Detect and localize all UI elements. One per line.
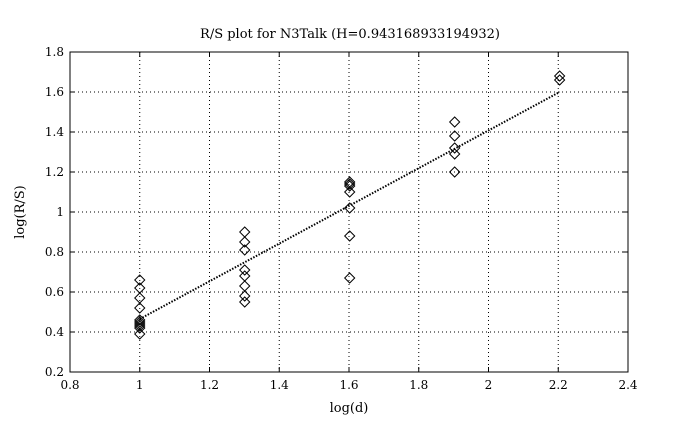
axis-ticks <box>69 51 629 373</box>
data-point-diamond <box>239 280 251 292</box>
data-point-diamond <box>343 202 356 214</box>
y-tick-label: 1 <box>56 205 64 219</box>
y-tick-label: 0.6 <box>45 285 64 299</box>
x-tick-label: 2.4 <box>618 378 637 392</box>
data-point-diamond <box>134 320 146 332</box>
y-tick-label: 1.8 <box>45 45 64 59</box>
x-tick-labels: 0.8 1 1.2 1.4 1.6 1.8 2 2.2 2.4 <box>60 378 637 392</box>
data-point-diamond <box>239 244 251 256</box>
data-point-diamond <box>134 328 146 340</box>
data-point-diamond <box>239 290 251 302</box>
data-point-diamond <box>134 292 146 304</box>
data-point-diamond <box>134 314 146 326</box>
data-point-diamond <box>239 270 251 282</box>
data-point-diamond <box>239 264 251 276</box>
x-tick-label: 2 <box>485 378 493 392</box>
y-tick-label: 0.4 <box>45 325 64 339</box>
y-tick-labels: 0.2 0.4 0.6 0.8 1 1.2 1.4 1.6 1.8 <box>45 45 64 379</box>
data-point-diamond <box>134 302 146 314</box>
y-tick-label: 0.8 <box>45 245 64 259</box>
chart-title: R/S plot for N3Talk (H=0.943168933194932… <box>200 27 500 42</box>
x-tick-label: 1.8 <box>409 378 428 392</box>
x-tick-label: 0.8 <box>60 378 79 392</box>
data-point-diamond <box>448 130 461 142</box>
data-point-diamond <box>448 142 461 154</box>
data-point-diamond <box>134 322 146 334</box>
x-tick-label: 1 <box>136 378 144 392</box>
data-point-diamond <box>448 166 461 178</box>
x-tick-label: 1.4 <box>270 378 289 392</box>
y-axis-label: log(R/S) <box>13 185 28 239</box>
x-tick-label: 1.6 <box>339 378 358 392</box>
data-point-diamond <box>448 116 461 128</box>
data-point-diamond <box>343 186 356 198</box>
data-point-diamond <box>553 70 566 82</box>
data-point-diamond <box>134 316 146 328</box>
data-point-diamond <box>343 178 356 190</box>
data-point-diamond <box>239 226 251 238</box>
data-point-diamond <box>343 180 356 192</box>
y-tick-label: 0.2 <box>45 365 64 379</box>
data-point-diamond <box>553 74 566 86</box>
regression-line <box>139 91 561 320</box>
data-points <box>134 70 566 340</box>
y-tick-label: 1.2 <box>45 165 64 179</box>
data-point-diamond <box>343 272 356 284</box>
x-tick-label: 2.2 <box>549 378 568 392</box>
data-point-diamond <box>134 274 146 286</box>
y-tick-label: 1.4 <box>45 125 64 139</box>
data-point-diamond <box>239 296 251 308</box>
data-point-diamond <box>239 236 251 248</box>
x-tick-label: 1.2 <box>200 378 219 392</box>
data-point-diamond <box>343 230 356 242</box>
data-point-diamond <box>448 148 461 160</box>
y-tick-label: 1.6 <box>45 85 64 99</box>
x-axis-label: log(d) <box>330 401 369 416</box>
